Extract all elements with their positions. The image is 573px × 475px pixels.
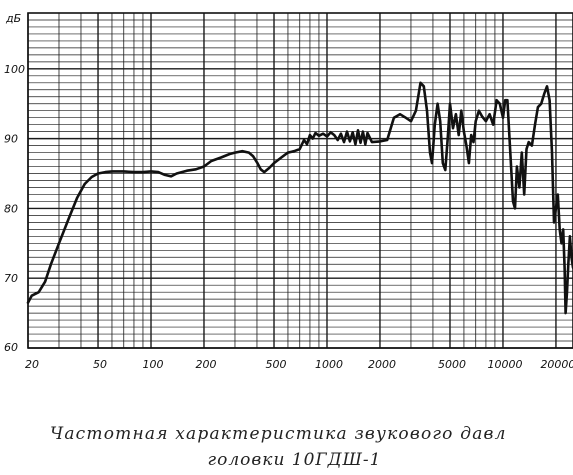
x-tick-label: 50 [93,358,107,371]
x-tick-label: 10000 [487,358,522,371]
x-tick-label: 1000 [315,358,343,371]
x-tick-label: 2000 [368,358,396,371]
y-unit-label: дБ [5,12,21,25]
y-tick-label: 60 [4,341,18,354]
x-tick-labels: 20 50 100 200 500 1000 2000 5000 10000 20000 [25,358,573,371]
plot-frame [27,12,573,349]
x-tick-label: 100 [143,358,164,371]
x-tick-label: 20000 [540,358,573,371]
grid-major [27,12,573,349]
x-tick-label: 20 [25,358,39,371]
x-tick-label: 5000 [438,358,466,371]
x-tick-label: 500 [266,358,287,371]
response-curve [26,81,573,315]
y-tick-labels: 70 80 90 100 60 [4,63,25,354]
caption-line-1: Частотная характеристика звукового давл [50,424,507,444]
grid-minor [28,12,573,348]
x-tick-label: 200 [195,358,216,371]
y-tick-label: 90 [4,133,18,146]
y-tick-label: 100 [4,63,25,76]
y-tick-label: 70 [4,272,18,285]
frequency-response-chart: 70 80 90 100 60 20 50 100 200 500 1000 2000 5000 100… [4,12,573,371]
y-tick-label: 80 [4,202,18,215]
caption-line-2: головки 10ГДШ-1 [207,450,382,470]
